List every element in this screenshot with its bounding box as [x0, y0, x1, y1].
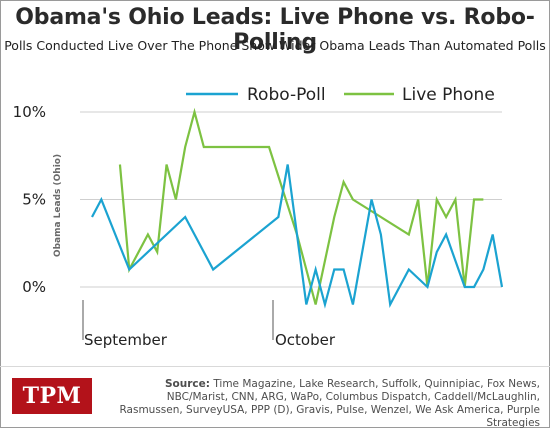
legend-label-robo-poll: Robo-Poll [247, 85, 326, 105]
y-axis-label: Obama Leads (Ohio) [53, 154, 63, 257]
y-tick-label: 5% [22, 191, 46, 209]
source-note: Source: Time Magazine, Lake Research, Su… [110, 378, 540, 430]
footer-divider [0, 366, 550, 367]
legend-label-live-phone: Live Phone [402, 85, 495, 105]
y-tick-label: 10% [13, 103, 46, 121]
y-tick-label: 0% [22, 278, 46, 296]
x-month-label-september: September [84, 331, 168, 349]
line-chart: 10% 5% 0% Obama Leads (Ohio) September O… [0, 0, 550, 370]
source-label: Source: [165, 378, 210, 390]
x-month-label-october: October [275, 331, 336, 349]
tpm-logo: TPM [12, 378, 92, 414]
